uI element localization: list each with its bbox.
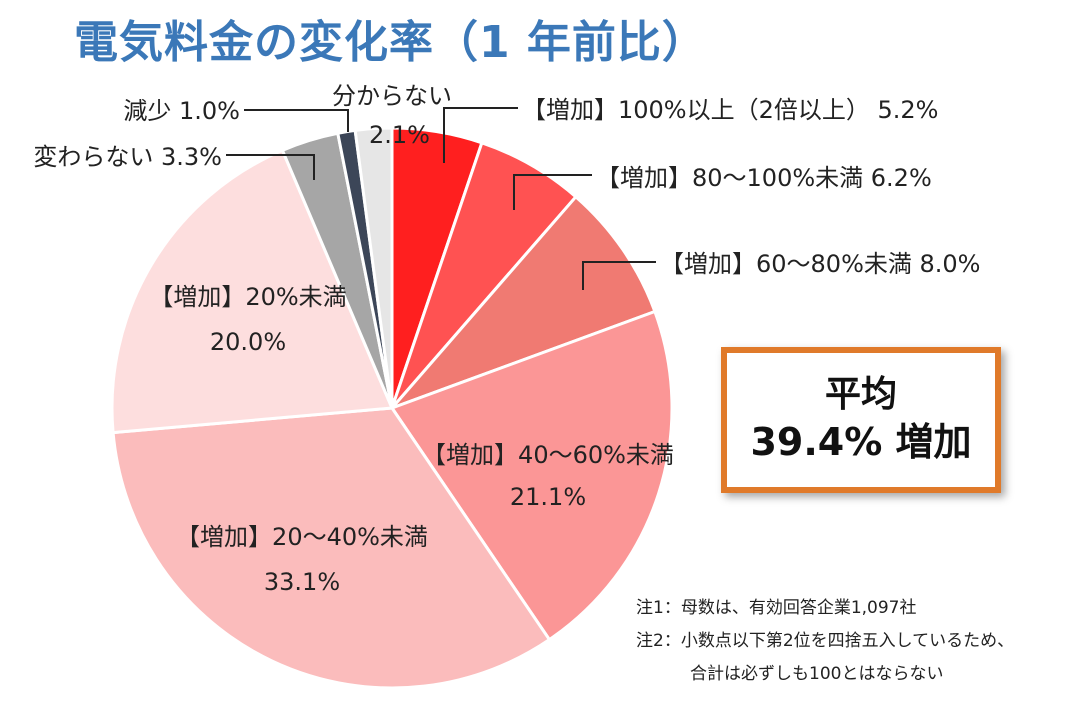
note-1: 注1：母数は、有効回答企業1,097社 (636, 598, 917, 618)
pie-slice-3 (389, 309, 674, 642)
slice-label-4: 【増加】20～40%未満 (176, 523, 428, 551)
slice-label-8: 分からない (332, 82, 452, 110)
slice-value-label-3: 21.1% (510, 483, 586, 511)
slice-label-5: 【増加】20%未満 (149, 283, 346, 311)
slice-value-label-4: 33.1% (264, 568, 340, 596)
pie-slice-5 (110, 148, 395, 435)
slice-label-1: 【増加】80～100%未満 6.2% (596, 164, 932, 192)
slice-label-7: 減少 1.0% (123, 97, 240, 125)
leader-line-0 (443, 107, 518, 163)
slice-value-label-8: 2.1% (369, 121, 430, 149)
leader-line-1 (513, 174, 592, 210)
slice-label-2: 【増加】60～80%未満 8.0% (660, 250, 980, 278)
slice-label-6: 変わらない 3.3% (33, 143, 222, 171)
leader-line-6 (226, 154, 315, 180)
chart-title: 電気料金の変化率（1 年前比） (74, 17, 707, 68)
pie-slice-8 (353, 126, 394, 409)
pie-slice-4 (111, 406, 552, 690)
leader-line-2 (582, 261, 656, 290)
note-3: 合計は必ずしも100とはならない (690, 664, 944, 684)
leader-line-7 (244, 109, 349, 132)
slice-label-0: 【増加】100%以上（2倍以上） 5.2% (522, 96, 938, 124)
slice-label-3: 【増加】40～60%未満 (422, 441, 674, 469)
slice-value-label-5: 20.0% (210, 328, 286, 356)
average-value: 39.4% 増加 (750, 420, 972, 464)
average-label: 平均 (824, 374, 897, 415)
pie-slice-2 (390, 194, 657, 410)
note-2: 注2：小数点以下第2位を四捨五入しているため、 (636, 631, 1015, 651)
average-summary-box: 平均 39.4% 増加 (721, 347, 1001, 493)
